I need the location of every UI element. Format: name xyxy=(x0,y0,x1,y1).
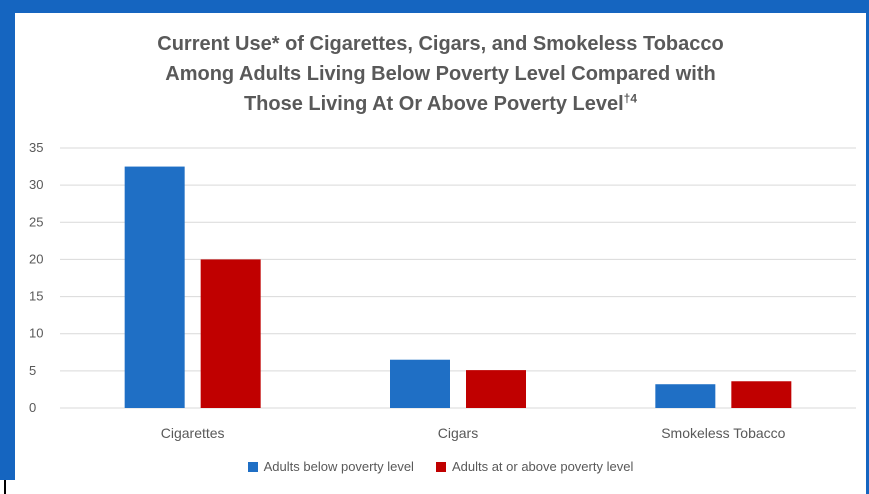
legend-item-above: Adults at or above poverty level xyxy=(435,459,634,474)
legend-label-below: Adults below poverty level xyxy=(263,459,414,474)
y-tick-label-30: 30 xyxy=(29,177,43,192)
x-tick-label-cigarettes: Cigarettes xyxy=(161,425,225,441)
chart-title: Current Use* of Cigarettes, Cigars, and … xyxy=(15,29,866,119)
y-tick-label-35: 35 xyxy=(29,140,43,155)
legend: Adults below poverty level Adults at or … xyxy=(15,459,866,474)
chart-title-line-3: Those Living At Or Above Poverty Level xyxy=(243,93,624,115)
chart-title-line-2: Among Adults Living Below Poverty Level … xyxy=(165,63,716,85)
bar-cigarettes-series-0[interactable] xyxy=(124,166,185,408)
y-tick-label-25: 25 xyxy=(29,214,43,229)
legend-swatch-below xyxy=(247,461,258,472)
window-frame-top xyxy=(0,0,869,13)
bar-cigars-series-1[interactable] xyxy=(466,370,526,408)
cursor-mark xyxy=(4,480,6,494)
x-tick-label-cigars: Cigars xyxy=(438,425,478,441)
window-frame-left xyxy=(0,0,15,480)
bar-smokeless-tobacco-series-0[interactable] xyxy=(655,384,716,408)
chart-panel[interactable]: Current Use* of Cigarettes, Cigars, and … xyxy=(15,13,866,494)
y-tick-label-0: 0 xyxy=(29,400,36,415)
bar-cigarettes-series-1[interactable] xyxy=(200,259,261,408)
bar-smokeless-tobacco-series-1[interactable] xyxy=(731,381,792,408)
legend-swatch-above xyxy=(435,461,446,472)
y-tick-label-10: 10 xyxy=(29,326,43,341)
legend-item-below: Adults below poverty level xyxy=(247,459,414,474)
bar-cigars-series-0[interactable] xyxy=(390,359,450,408)
window-frame-right xyxy=(866,0,869,494)
y-tick-label-20: 20 xyxy=(29,251,43,266)
legend-label-above: Adults at or above poverty level xyxy=(451,459,634,474)
y-tick-label-15: 15 xyxy=(29,289,43,304)
chart-title-superscript: †4 xyxy=(623,91,638,106)
chart-title-line-1: Current Use* of Cigarettes, Cigars, and … xyxy=(157,33,724,55)
x-tick-label-smokeless-tobacco: Smokeless Tobacco xyxy=(661,425,785,441)
y-tick-label-5: 5 xyxy=(29,363,36,378)
plot-area: 0 5 10 15 20 25 30 35 Cigarettes Cigars Smokeless … xyxy=(29,140,856,441)
